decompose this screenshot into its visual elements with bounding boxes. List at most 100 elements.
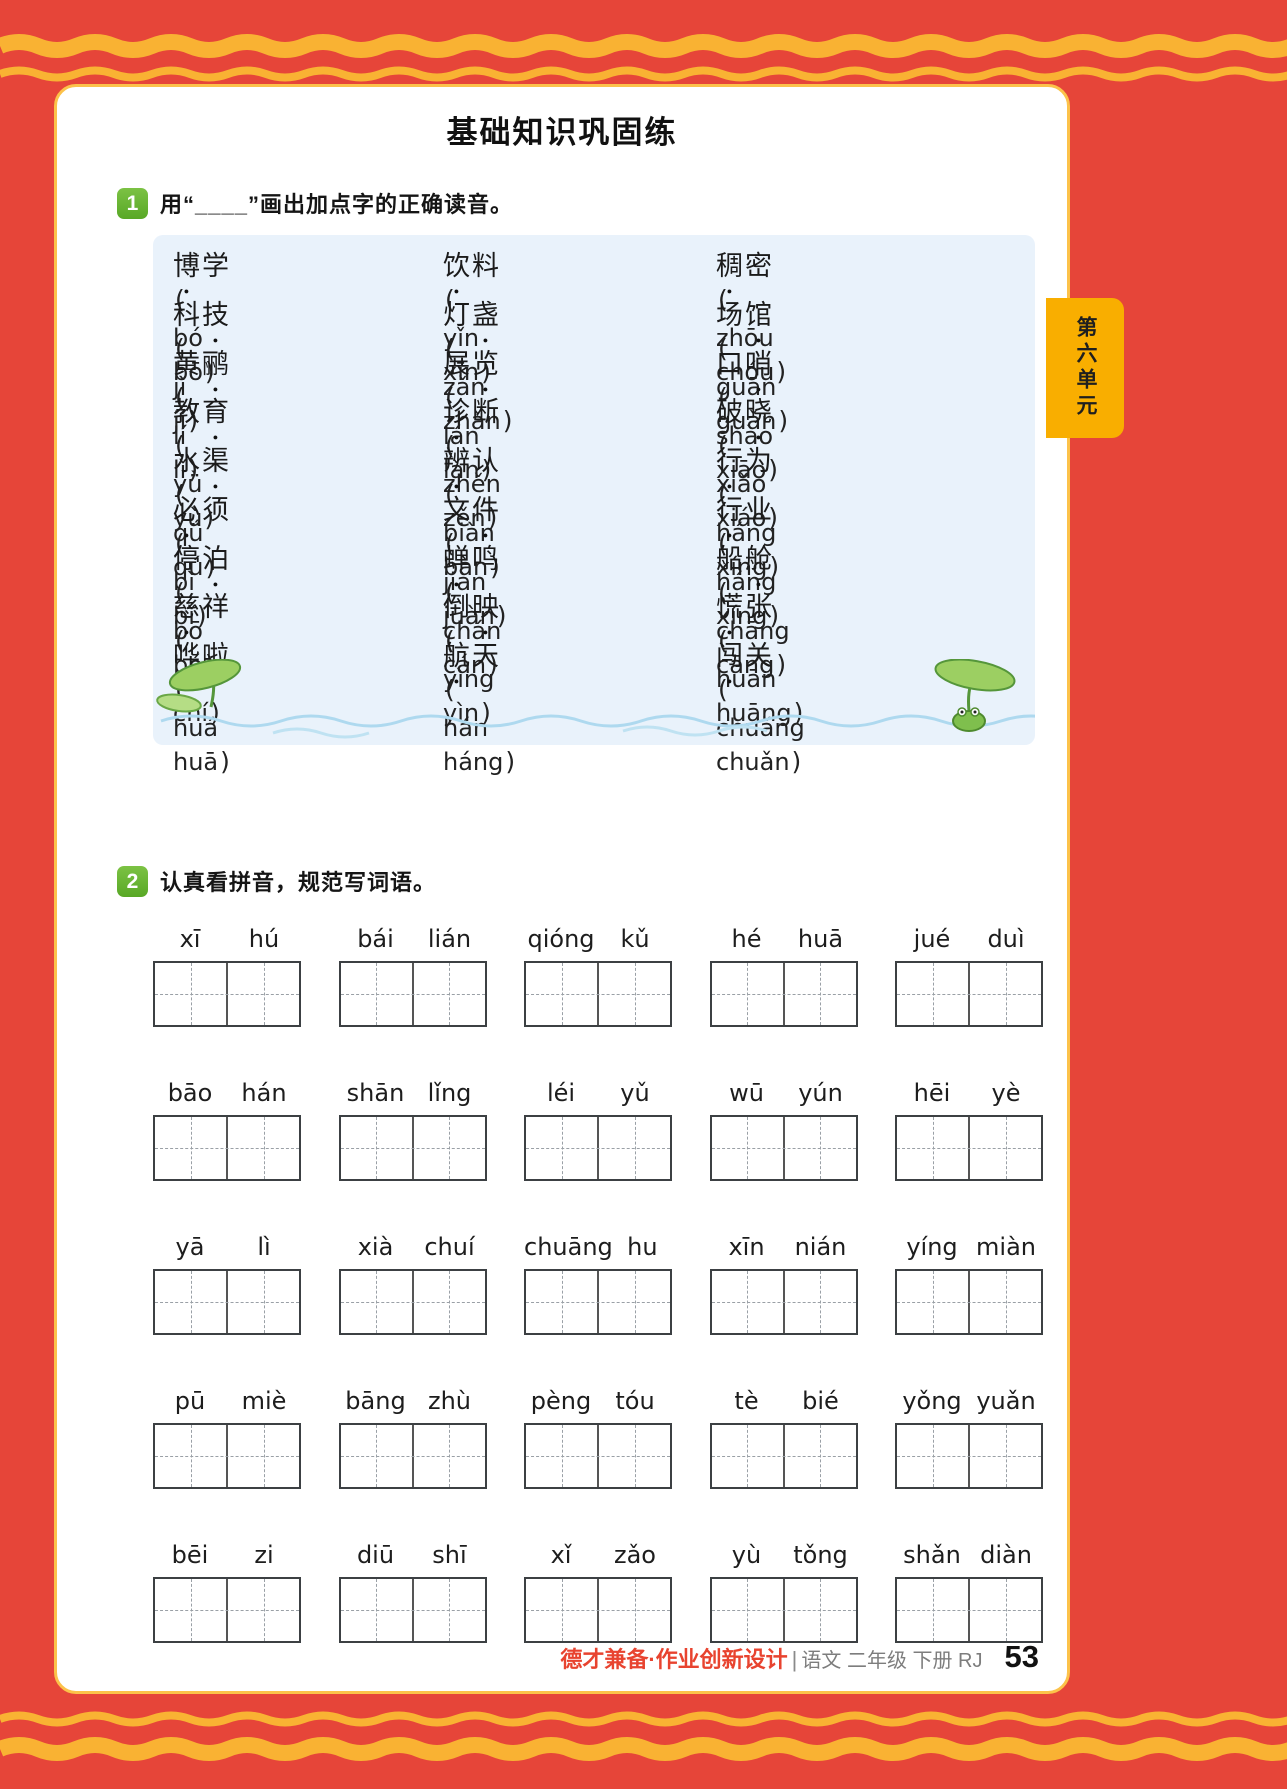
writing-grid[interactable] <box>524 1269 672 1335</box>
writing-grid[interactable] <box>153 1115 301 1181</box>
pinyin-option[interactable]: lǐ <box>173 455 187 484</box>
pinyin-option[interactable]: lí <box>173 421 187 450</box>
pinyin-option[interactable]: qú <box>173 553 204 581</box>
writing-grid[interactable] <box>524 1115 672 1181</box>
grid-midline <box>897 994 1041 995</box>
pinyin-label: bāo hán <box>153 1077 301 1109</box>
writing-grid[interactable] <box>338 1423 487 1489</box>
writing-grid[interactable] <box>709 1269 858 1335</box>
pinyin-label: bái lián <box>339 923 487 955</box>
grid-midline <box>340 1302 485 1303</box>
open-paren: ( <box>445 480 455 509</box>
pinyin-option[interactable]: bō <box>173 358 203 386</box>
section2-number-badge: 2 <box>117 865 148 897</box>
grid-midline <box>526 1456 670 1457</box>
word-writing-group: diū shī <box>338 1539 487 1643</box>
open-paren: ( <box>445 675 455 704</box>
writing-grid[interactable] <box>524 961 672 1027</box>
writing-grid[interactable] <box>153 1423 301 1489</box>
writing-grid[interactable] <box>338 1115 487 1181</box>
pinyin-syllable: xǐ <box>550 1541 572 1569</box>
writing-grid[interactable] <box>338 961 487 1027</box>
writing-grid[interactable] <box>338 1269 487 1335</box>
hanzi-char: 停 <box>173 543 202 574</box>
close-paren: ) <box>488 649 498 679</box>
entry-word: 蝉鸣 <box>443 542 531 576</box>
pinyin-syllable: lǐng <box>427 1079 472 1107</box>
pinyin-option[interactable]: huā <box>173 748 219 776</box>
hanzi-char: 馆 <box>745 298 774 332</box>
writing-grid[interactable] <box>709 1423 858 1489</box>
writing-grid[interactable] <box>338 1577 487 1643</box>
hanzi-char: 学 <box>202 251 231 281</box>
writing-grid[interactable] <box>895 961 1043 1027</box>
hanzi-char: 文 <box>443 494 472 525</box>
pinyin-option[interactable]: bó <box>173 324 203 352</box>
writing-grid[interactable] <box>524 1423 672 1489</box>
grid-midline <box>897 1302 1041 1303</box>
pinyin-label: qióng kǔ <box>524 923 672 955</box>
close-paren: ) <box>210 698 220 728</box>
writing-grid[interactable] <box>895 1577 1043 1643</box>
close-paren: ) <box>793 698 804 728</box>
pinyin-label: xǐ zǎo <box>524 1539 672 1571</box>
close-paren: ) <box>188 405 199 435</box>
writing-grid[interactable] <box>524 1577 672 1643</box>
writing-grid[interactable] <box>153 1577 301 1643</box>
pinyin-option[interactable]: bì <box>173 567 195 596</box>
hanzi-char: 展 <box>443 348 472 379</box>
writing-grid[interactable] <box>709 1577 858 1643</box>
pinyin-option[interactable]: jí <box>173 406 187 435</box>
writing-grid[interactable] <box>709 961 858 1027</box>
writing-grid[interactable] <box>895 1115 1043 1181</box>
entry-word: 行业 <box>716 493 835 527</box>
grid-midline <box>711 1302 856 1303</box>
pinyin-syllable: yǔ <box>620 1079 650 1107</box>
hanzi-char: 泊 <box>202 542 231 576</box>
pinyin-syllable: wū <box>729 1079 764 1107</box>
pinyin-syllable: tè <box>734 1387 759 1415</box>
pinyin-syllable: lì <box>257 1233 271 1261</box>
pinyin-syllable: qióng <box>527 925 595 953</box>
pinyin-option[interactable]: chuǎn <box>716 748 790 776</box>
writing-grid[interactable] <box>153 1269 301 1335</box>
pinyin-label: yù tǒng <box>710 1539 858 1571</box>
pinyin-syllable: bāo <box>167 1079 213 1107</box>
pinyin-label: xīn nián <box>710 1231 858 1263</box>
pinyin-option[interactable]: jì <box>173 372 187 401</box>
hanzi-char: 祥 <box>202 592 231 623</box>
hanzi-char: 料 <box>472 251 501 281</box>
hanzi-char: 晓 <box>745 395 774 429</box>
unit-tab[interactable]: 第六单元 <box>1046 298 1124 438</box>
hanzi-char: 科 <box>173 299 202 330</box>
grid-midline <box>340 994 485 995</box>
pinyin-syllable: pū <box>174 1387 206 1415</box>
pinyin-option[interactable]: háng <box>443 748 504 776</box>
word-writing-group: yíng miàn <box>895 1231 1043 1335</box>
grid-midline <box>897 1148 1041 1149</box>
hanzi-char: 哨 <box>745 347 774 381</box>
section2-instruction: 认真看拼音，规范写词语。 <box>160 870 437 895</box>
pinyin-label: jué duì <box>895 923 1043 955</box>
writing-grid[interactable] <box>895 1423 1043 1489</box>
writing-grid[interactable] <box>153 961 301 1027</box>
writing-grid[interactable] <box>895 1269 1043 1335</box>
entry-word: 慈祥 <box>173 590 248 624</box>
pinyin-label: yā lì <box>153 1231 301 1263</box>
writing-grid[interactable] <box>709 1115 858 1181</box>
pinyin-syllable: tóu <box>615 1387 655 1415</box>
hanzi-char: 灯 <box>443 299 472 330</box>
hanzi-char: 舱 <box>745 542 774 576</box>
pinyin-label: pèng tóu <box>524 1385 672 1417</box>
entry-word: 慌张 <box>716 590 835 624</box>
entry-word: 科技 <box>173 298 248 332</box>
grid-midline <box>711 1148 856 1149</box>
